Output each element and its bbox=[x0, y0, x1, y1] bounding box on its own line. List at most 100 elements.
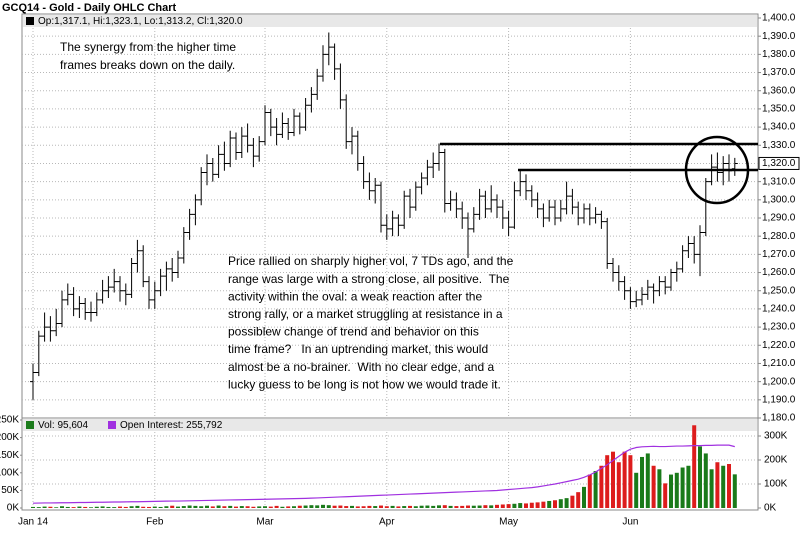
volume-bar bbox=[239, 506, 244, 508]
volume-frame bbox=[21, 417, 759, 511]
volume-bar bbox=[495, 504, 499, 508]
y-tick-label: 1,180.0 bbox=[762, 413, 796, 424]
volume-bar bbox=[384, 506, 389, 508]
y2-tick-label: 200K bbox=[764, 455, 788, 466]
volume-bar bbox=[645, 453, 650, 508]
volume-bar bbox=[512, 503, 517, 508]
ohlc-bar bbox=[47, 316, 54, 342]
ohlc-bar bbox=[586, 203, 593, 226]
volume-bar bbox=[228, 505, 233, 508]
ohlc-bar bbox=[308, 87, 315, 113]
ohlc-bar bbox=[198, 167, 205, 206]
ohlc-bar bbox=[256, 136, 263, 162]
ohlc-bar bbox=[511, 181, 518, 229]
y-tick-label: 1,370.0 bbox=[762, 67, 796, 78]
ohlc-bar bbox=[134, 239, 141, 273]
ohlc-bar bbox=[296, 112, 303, 135]
ohlc-bar bbox=[41, 312, 48, 342]
ohlc-bar bbox=[53, 308, 60, 337]
volume-bar bbox=[663, 483, 668, 508]
ohlc-bar bbox=[499, 199, 506, 229]
ohlc-bar bbox=[552, 199, 558, 226]
volume-bar bbox=[692, 425, 697, 508]
volume-bar bbox=[193, 505, 198, 508]
volume-bar bbox=[437, 505, 441, 508]
legend-label: Vol: 95,604 bbox=[38, 420, 88, 431]
volume-bar bbox=[263, 506, 267, 508]
ohlc-bar bbox=[273, 118, 280, 146]
y-tick-label: 50K bbox=[1, 485, 19, 496]
volume-bar bbox=[570, 495, 575, 508]
volume-bar bbox=[558, 499, 563, 508]
volume-bar bbox=[616, 462, 621, 508]
y-tick-label: 1,260.0 bbox=[762, 267, 796, 278]
volume-bar bbox=[309, 505, 314, 508]
volume-bar bbox=[100, 506, 105, 508]
volume-bar bbox=[141, 506, 146, 508]
last-price-label: 1,320.0 bbox=[762, 158, 796, 169]
ohlc-bar bbox=[702, 178, 709, 237]
ohlc-bar bbox=[668, 268, 674, 291]
volume-bar bbox=[48, 506, 53, 508]
volume-bar bbox=[338, 505, 343, 508]
volume-bar bbox=[89, 507, 93, 508]
ohlc-bar bbox=[250, 138, 257, 168]
volume-bar bbox=[112, 507, 117, 508]
volume-bar bbox=[709, 469, 714, 508]
ohlc-bar bbox=[563, 181, 570, 215]
volume-bar bbox=[477, 505, 482, 508]
y-tick-label: 1,190.0 bbox=[762, 394, 796, 405]
ohlc-bar bbox=[105, 276, 112, 298]
ohlc-bar bbox=[389, 210, 396, 237]
ohlc-bar bbox=[627, 287, 634, 309]
volume-bar bbox=[413, 506, 418, 508]
ohlc-bar bbox=[407, 188, 413, 218]
ohlc-bar bbox=[691, 236, 698, 264]
volume-bar bbox=[611, 451, 615, 508]
volume-bar bbox=[170, 505, 175, 508]
annotation: activity within the oval: a weak reactio… bbox=[228, 289, 482, 303]
ohlc-bar bbox=[320, 45, 326, 82]
volume-bar bbox=[332, 505, 337, 508]
ohlc-bar bbox=[639, 287, 645, 306]
y-tick-label: 1,220.0 bbox=[762, 340, 796, 351]
volume-bar bbox=[31, 506, 35, 508]
volume-bar bbox=[274, 505, 279, 508]
ohlc-bar bbox=[117, 276, 123, 302]
volume-bar bbox=[489, 505, 494, 508]
y-tick-label: 100K bbox=[0, 467, 19, 478]
x-tick-label: Apr bbox=[379, 517, 395, 528]
ohlc-bar bbox=[122, 283, 129, 306]
ohlc-bar bbox=[650, 283, 657, 304]
volume-bar bbox=[210, 506, 215, 508]
ohlc-bar bbox=[453, 192, 460, 218]
ohlc-bar bbox=[604, 218, 611, 269]
ohlc-bar bbox=[412, 181, 419, 211]
ohlc-bar bbox=[93, 292, 100, 317]
ohlc-bar bbox=[662, 276, 669, 295]
volume-bar bbox=[703, 453, 708, 508]
volume-bar bbox=[205, 505, 209, 508]
legend-band bbox=[23, 15, 757, 27]
volume-bar bbox=[674, 472, 679, 508]
volume-bar bbox=[181, 506, 186, 508]
volume-bar bbox=[54, 507, 59, 508]
ohlc-bar bbox=[569, 188, 576, 215]
volume-bar bbox=[152, 506, 157, 508]
ohlc-bar bbox=[459, 201, 466, 229]
volume-bar bbox=[535, 502, 540, 508]
volume-bar bbox=[280, 506, 285, 508]
ohlc-bar bbox=[656, 276, 663, 297]
ohlc-bar bbox=[30, 363, 36, 400]
ohlc-bar bbox=[70, 287, 77, 317]
y-tick-label: 1,270.0 bbox=[762, 249, 796, 260]
volume-bar bbox=[367, 505, 372, 508]
ohlc-bar bbox=[82, 298, 89, 320]
volume-bar bbox=[234, 506, 238, 508]
y-tick-label: 1,340.0 bbox=[762, 122, 796, 133]
oval bbox=[684, 135, 750, 205]
volume-bar bbox=[686, 465, 691, 508]
ohlc-bar bbox=[679, 245, 686, 273]
volume-bar bbox=[483, 505, 488, 508]
ohlc-bar bbox=[488, 185, 495, 213]
